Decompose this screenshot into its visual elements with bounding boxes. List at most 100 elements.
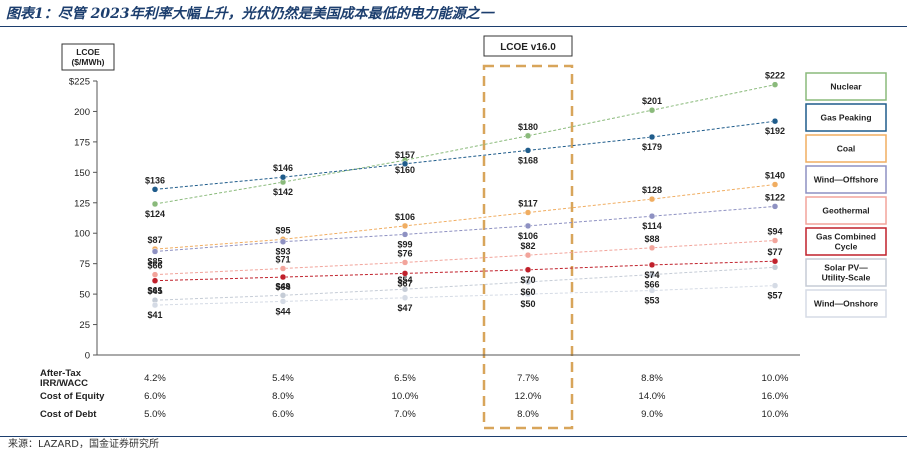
data-label-gas-peaking: $157 xyxy=(395,150,415,160)
point-gas-peaking xyxy=(524,147,532,154)
point-wind-offshore xyxy=(771,203,779,210)
series-line-solar-pv-utility-scale xyxy=(154,266,776,301)
point-coal xyxy=(648,195,656,203)
legend-label-wind-onshore: Wind—Onshore xyxy=(814,299,878,309)
highlight-label: LCOE v16.0 xyxy=(500,42,556,53)
point-wind-onshore xyxy=(279,298,287,305)
table-row-label: After-Tax xyxy=(40,368,82,379)
table-row-label: IRR/WACC xyxy=(40,378,88,389)
table-cell: 8.0% xyxy=(517,409,539,420)
point-solar-pv-utility-scale xyxy=(524,278,532,286)
legend-label-gas-combined-cycle: Gas Combined xyxy=(816,232,876,242)
data-label-coal: $87 xyxy=(147,235,162,245)
series-line-gas-combined-cycle xyxy=(154,260,776,282)
point-wind-offshore xyxy=(279,238,287,245)
point-gas-peaking xyxy=(771,117,779,125)
table-cell: 6.0% xyxy=(144,391,166,402)
ylabel-line: ($/MWh) xyxy=(71,57,104,67)
series-line-geothermal xyxy=(154,240,776,276)
point-gas-combined-cycle xyxy=(151,277,159,284)
point-gas-peaking xyxy=(648,133,656,141)
legend-box-solar-pv-utility-scale xyxy=(805,258,887,287)
table-cell: 7.7% xyxy=(517,373,539,384)
data-label-nuclear: $201 xyxy=(642,96,662,106)
point-wind-offshore xyxy=(151,248,159,255)
data-label-solar-pv-utility-scale: $60 xyxy=(520,287,535,297)
data-label-wind-offshore: $99 xyxy=(397,239,412,249)
series-line-nuclear xyxy=(154,84,776,205)
series-lines xyxy=(154,84,776,306)
data-label-wind-onshore: $57 xyxy=(767,291,782,301)
data-label-geothermal: $66 xyxy=(147,261,162,271)
legend-box-gas-peaking xyxy=(805,103,887,132)
data-label-gas-peaking: $136 xyxy=(145,175,165,185)
point-wind-onshore xyxy=(771,282,779,289)
point-gas-combined-cycle xyxy=(524,266,532,274)
series-line-coal xyxy=(154,184,776,250)
data-label-coal: $106 xyxy=(395,212,415,222)
point-wind-offshore xyxy=(648,212,656,220)
point-wind-onshore xyxy=(648,287,656,294)
legend-label-gas-peaking: Gas Peaking xyxy=(820,113,871,123)
data-label-wind-onshore: $47 xyxy=(397,303,412,313)
data-label-coal: $140 xyxy=(765,171,785,181)
point-wind-offshore xyxy=(524,222,532,230)
y-tick-label: 200 xyxy=(74,107,90,118)
series-line-gas-peaking xyxy=(154,120,776,190)
table-cell: 6.0% xyxy=(272,409,294,420)
legend-label-nuclear: Nuclear xyxy=(830,82,862,92)
series-line-wind-onshore xyxy=(154,285,776,306)
y-tick-label: 125 xyxy=(74,198,90,209)
data-label-coal: $128 xyxy=(642,185,662,195)
data-label-nuclear: $222 xyxy=(765,71,785,81)
table-cell: 10.0% xyxy=(762,373,789,384)
point-wind-onshore xyxy=(401,294,409,302)
figure-title: 图表1：尽管 2023年利率大幅上升，光伏仍然是美国成本最低的电力能源之一 xyxy=(6,6,494,22)
data-label-coal: $95 xyxy=(275,225,290,235)
y-tick-label: 0 xyxy=(85,351,90,362)
legend-label-wind-offshore: Wind—Offshore xyxy=(814,175,879,185)
point-solar-pv-utility-scale xyxy=(279,292,287,299)
data-label-gas-combined-cycle: $67 xyxy=(397,278,412,288)
data-label-gas-combined-cycle: $61 xyxy=(147,286,162,296)
data-label-geothermal: $88 xyxy=(644,234,659,244)
point-nuclear xyxy=(151,200,159,208)
data-label-wind-onshore: $41 xyxy=(147,310,162,320)
table-cell: 6.5% xyxy=(394,373,416,384)
highlight-region: LCOE v16.0 xyxy=(482,35,574,430)
data-label-gas-peaking: $192 xyxy=(765,126,785,136)
data-label-gas-combined-cycle: $74 xyxy=(644,270,659,280)
point-gas-peaking xyxy=(401,160,409,168)
legend-box-geothermal xyxy=(805,196,887,225)
data-labels: $124 $142 $160 $180 $201 $222 $136 $146 $157 $168… xyxy=(145,71,785,320)
data-label-geothermal: $82 xyxy=(520,241,535,251)
point-coal xyxy=(401,222,409,230)
legend-box-wind-offshore xyxy=(805,165,887,194)
point-gas-peaking xyxy=(151,186,159,193)
legend-box-coal xyxy=(805,134,887,163)
legend-label-geothermal: Geothermal xyxy=(822,206,869,216)
y-tick-label: 50 xyxy=(79,290,90,301)
legend-label-gas-combined-cycle: Cycle xyxy=(835,242,858,252)
data-label-nuclear: $160 xyxy=(395,165,415,175)
data-label-wind-offshore: $85 xyxy=(147,256,162,266)
source-note: 来源：LAZARD，国金证券研究所 xyxy=(8,439,159,450)
point-wind-onshore xyxy=(524,290,532,298)
series-line-wind-offshore xyxy=(154,205,776,252)
data-label-wind-offshore: $122 xyxy=(765,192,785,202)
ylabel-line: LCOE xyxy=(76,47,100,57)
point-geothermal xyxy=(771,237,779,244)
y-tick-label: 175 xyxy=(74,137,90,148)
data-label-solar-pv-utility-scale: $54 xyxy=(397,275,412,285)
point-geothermal xyxy=(279,265,287,272)
table-cell: 14.0% xyxy=(639,391,666,402)
table-row-label: Cost of Equity xyxy=(40,391,105,402)
data-label-gas-peaking: $168 xyxy=(518,155,538,165)
legend-label-solar-pv-utility-scale: Utility-Scale xyxy=(822,273,871,283)
legend-box-wind-onshore xyxy=(805,289,887,318)
table-cell: 4.2% xyxy=(144,373,166,384)
table-cell: 16.0% xyxy=(762,391,789,402)
data-label-gas-combined-cycle: $64 xyxy=(275,282,290,292)
data-label-wind-onshore: $50 xyxy=(520,299,535,309)
data-label-nuclear: $124 xyxy=(145,209,165,219)
